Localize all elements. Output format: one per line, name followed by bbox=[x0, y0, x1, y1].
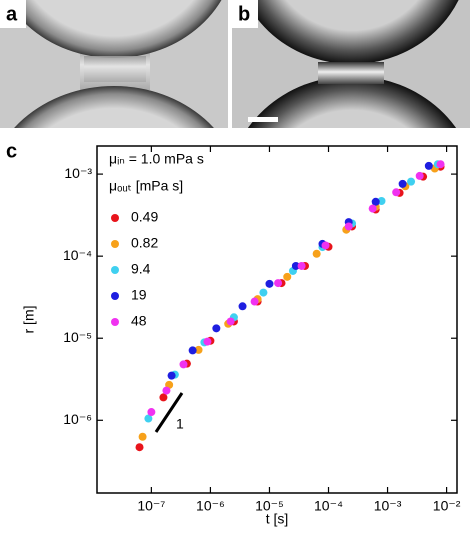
plot-frame bbox=[96, 145, 458, 494]
data-point bbox=[407, 177, 416, 186]
legend-marker bbox=[111, 266, 119, 274]
data-point bbox=[312, 249, 321, 258]
data-point bbox=[265, 279, 274, 288]
data-point bbox=[135, 443, 144, 452]
legend-marker bbox=[111, 318, 119, 326]
data-point bbox=[212, 324, 221, 333]
data-point bbox=[179, 360, 188, 369]
legend-marker bbox=[111, 292, 119, 300]
legend-title: μᵢₙ = 1.0 mPa s bbox=[109, 151, 204, 167]
data-point bbox=[162, 386, 171, 395]
panel-label: a bbox=[6, 3, 18, 25]
data-point bbox=[138, 432, 147, 441]
data-point bbox=[392, 188, 401, 197]
x-tick-label: 10⁻⁶ bbox=[196, 498, 225, 514]
data-point bbox=[424, 161, 433, 170]
data-point bbox=[167, 371, 176, 380]
data-point bbox=[398, 179, 407, 188]
x-tick-label: 10⁻⁷ bbox=[137, 498, 165, 514]
data-point bbox=[226, 317, 235, 326]
y-tick-label: 10⁻⁵ bbox=[63, 329, 92, 345]
photo-a bbox=[0, 0, 228, 128]
data-point bbox=[159, 393, 168, 402]
legend-title: μₒᵤₜ [mPa s] bbox=[109, 178, 183, 194]
panel-label: c bbox=[6, 140, 17, 162]
panel-label: b bbox=[238, 3, 250, 25]
data-point bbox=[203, 337, 212, 346]
data-point bbox=[238, 302, 247, 311]
x-tick-label: 10⁻⁴ bbox=[314, 498, 343, 514]
x-tick-label: 10⁻⁵ bbox=[255, 498, 284, 514]
slope-line bbox=[154, 392, 184, 433]
x-axis-label: t [s] bbox=[266, 511, 289, 527]
x-tick-label: 10⁻³ bbox=[374, 498, 402, 514]
data-point bbox=[283, 272, 292, 281]
legend-label: 48 bbox=[131, 313, 147, 329]
y-tick-label: 10⁻⁴ bbox=[63, 247, 92, 263]
legend-label: 9.4 bbox=[131, 261, 151, 277]
legend-label: 0.82 bbox=[131, 235, 158, 251]
data-point bbox=[415, 171, 424, 180]
data-point bbox=[368, 204, 377, 213]
data-point bbox=[259, 288, 268, 297]
data-point bbox=[144, 414, 153, 423]
legend-marker bbox=[111, 214, 119, 222]
data-point bbox=[147, 408, 156, 417]
data-point bbox=[188, 346, 197, 355]
x-tick-label: 10⁻² bbox=[433, 498, 461, 514]
slope-label: 1 bbox=[176, 416, 184, 432]
photo-b bbox=[232, 0, 470, 128]
legend-marker bbox=[111, 240, 119, 248]
data-point bbox=[371, 197, 380, 206]
data-point bbox=[321, 241, 330, 250]
data-point bbox=[344, 222, 353, 231]
data-point bbox=[297, 261, 306, 270]
data-point bbox=[274, 279, 283, 288]
data-point bbox=[194, 345, 203, 354]
data-point bbox=[436, 160, 445, 169]
y-tick-label: 10⁻⁶ bbox=[63, 411, 92, 427]
data-point bbox=[291, 261, 300, 270]
y-axis-label: r [m] bbox=[21, 306, 37, 334]
legend-label: 0.49 bbox=[131, 209, 158, 225]
y-tick-label: 10⁻³ bbox=[64, 165, 92, 181]
legend-label: 19 bbox=[131, 287, 147, 303]
scale-bar bbox=[248, 117, 278, 122]
data-point bbox=[250, 297, 259, 306]
